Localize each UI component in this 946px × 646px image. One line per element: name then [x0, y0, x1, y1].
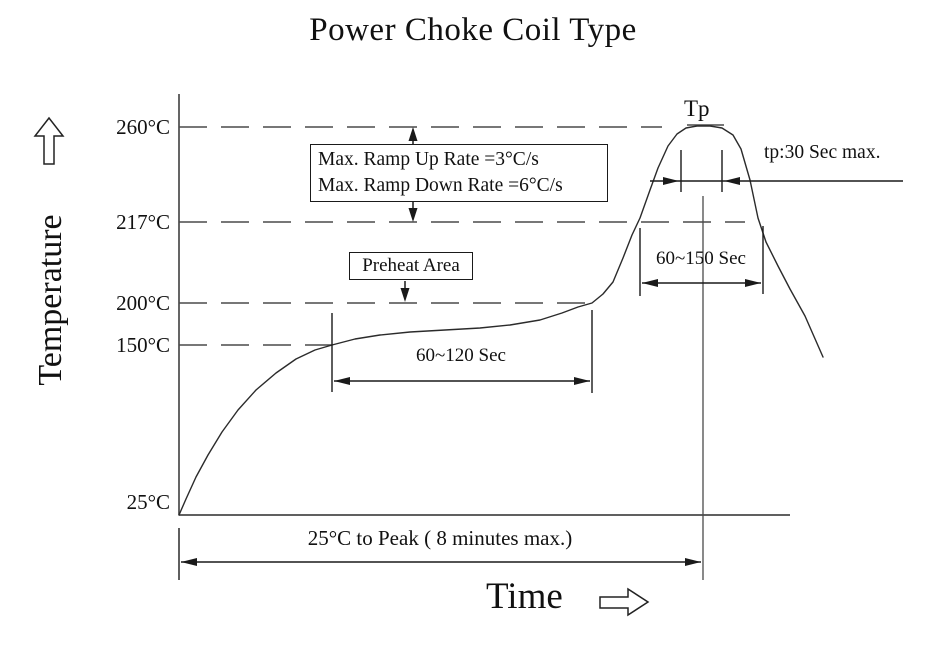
- y-tick-150c: 150°C: [116, 333, 170, 357]
- axes: [178, 94, 790, 516]
- ramp-down-rate-text: Max. Ramp Down Rate =6°C/s: [318, 175, 563, 196]
- peak-duration-dimension: [650, 150, 903, 192]
- preheat-duration-text: 60~120 Sec: [416, 345, 506, 366]
- y-tick-200c: 200°C: [116, 291, 170, 315]
- total-time-dimension: [178, 528, 701, 580]
- peak-temperature-label: Tp: [684, 96, 710, 121]
- x-axis-label: Time: [486, 576, 563, 617]
- time-axis-right-arrow: [599, 587, 650, 617]
- temperature-axis-up-arrow: [33, 116, 65, 165]
- y-tick-25c: 25°C: [126, 490, 170, 514]
- preheat-pointer-arrow: [400, 281, 410, 302]
- reference-dashed-lines: [179, 126, 745, 346]
- ramp-up-rate-text: Max. Ramp Up Rate =3°C/s: [318, 149, 539, 170]
- ramp-rate-annotation-box: Max. Ramp Up Rate =3°C/s Max. Ramp Down …: [310, 144, 608, 202]
- y-tick-217c: 217°C: [116, 210, 170, 234]
- chart-title: Power Choke Coil Type: [309, 12, 637, 48]
- y-axis-label: Temperature: [32, 214, 69, 386]
- preheat-duration-dimension: [331, 310, 593, 393]
- ramp-rate-arrow: [408, 127, 418, 222]
- y-tick-260c: 260°C: [116, 115, 170, 139]
- peak-duration-text: tp:30 Sec max.: [764, 142, 881, 163]
- preheat-area-annotation-box: Preheat Area: [349, 252, 473, 280]
- total-time-text: 25°C to Peak ( 8 minutes max.): [307, 526, 573, 550]
- liquidus-duration-dimension: [639, 226, 764, 296]
- liquidus-duration-text: 60~150 Sec: [656, 248, 746, 269]
- temperature-profile-curve: [178, 125, 824, 516]
